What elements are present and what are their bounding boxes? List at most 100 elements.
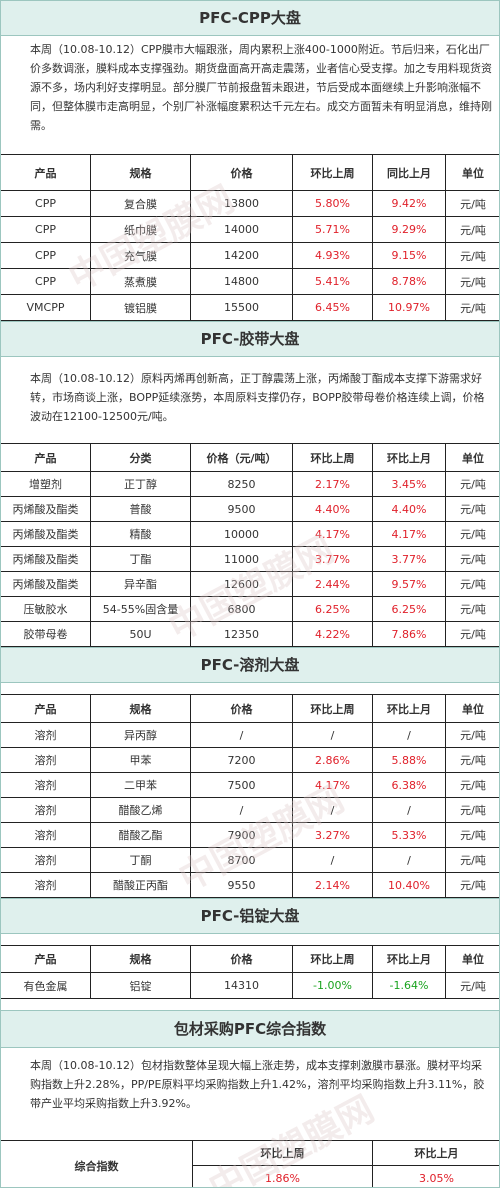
cell-wow: -1.00% <box>292 972 373 999</box>
cell-unit: 元/吨 <box>445 496 500 522</box>
tape-col-price: 价格（元/吨） <box>190 443 293 472</box>
cell-product: 溶剂 <box>0 747 91 773</box>
cell-spec: 异丙醇 <box>90 722 191 748</box>
cell-unit: 元/吨 <box>445 216 500 243</box>
cell-product: 丙烯酸及酯类 <box>0 546 91 572</box>
cell-product: 溶剂 <box>0 822 91 848</box>
solvent-col-mom: 环比上月 <box>372 694 446 723</box>
index-paragraph-text: 本周（10.08-10.12）包材指数整体呈现大幅上涨走势，成本支撑刺激膜市暴涨… <box>30 1059 485 1110</box>
cell-product: 增塑剂 <box>0 471 91 497</box>
cell-unit: 元/吨 <box>445 471 500 497</box>
cell-price: 9500 <box>190 496 293 522</box>
cell-mom: 9.29% <box>372 216 446 243</box>
cell-unit: 元/吨 <box>445 747 500 773</box>
cell-mom: / <box>372 797 446 823</box>
table-row: 溶剂 二甲苯 7500 4.17% 6.38% 元/吨 <box>0 772 500 798</box>
index-mom-value: 3.05% <box>372 1165 500 1188</box>
cell-mom: 6.38% <box>372 772 446 798</box>
table-row: CPP 充气膜 14200 4.93% 9.15% 元/吨 <box>0 242 500 269</box>
table-row: 溶剂 异丙醇 / / / 元/吨 <box>0 722 500 748</box>
cell-wow: / <box>292 722 373 748</box>
cell-mom: 4.17% <box>372 521 446 547</box>
cell-product: 胶带母卷 <box>0 621 91 647</box>
solvent-table: 产品 规格 价格 环比上周 环比上月 单位 溶剂 异丙醇 / / / 元/吨 溶剂 甲苯 720… <box>0 694 500 898</box>
cpp-col-mom: 同比上月 <box>372 154 446 191</box>
solvent-section: PFC-溶剂大盘 产品 规格 价格 环比上周 环比上月 单位 溶剂 异丙醇 / / / 元… <box>0 647 500 898</box>
cell-unit: 元/吨 <box>445 268 500 295</box>
cell-price: 14000 <box>190 216 293 243</box>
index-col-wow: 环比上周 <box>192 1140 373 1166</box>
cell-wow: 4.22% <box>292 621 373 647</box>
cell-product: CPP <box>0 190 91 217</box>
cell-wow: 5.71% <box>292 216 373 243</box>
cell-price: / <box>190 797 293 823</box>
cell-wow: 2.17% <box>292 471 373 497</box>
cell-unit: 元/吨 <box>445 797 500 823</box>
aluminum-table-body: 有色金属 铝锭 14310 -1.00% -1.64% 元/吨 <box>0 972 500 999</box>
cell-unit: 元/吨 <box>445 872 500 898</box>
cell-unit: 元/吨 <box>445 596 500 622</box>
cell-product: 溶剂 <box>0 847 91 873</box>
cell-spec: 异辛酯 <box>90 571 191 597</box>
cell-product: 溶剂 <box>0 772 91 798</box>
table-row: CPP 蒸煮膜 14800 5.41% 8.78% 元/吨 <box>0 268 500 295</box>
cell-price: 14310 <box>190 972 293 999</box>
index-col-mom: 环比上月 <box>372 1140 500 1166</box>
cell-mom: 9.15% <box>372 242 446 269</box>
table-row: 压敏胶水 54-55%固含量 6800 6.25% 6.25% 元/吨 <box>0 596 500 622</box>
cell-product: CPP <box>0 216 91 243</box>
cell-price: 13800 <box>190 190 293 217</box>
cell-mom: 4.40% <box>372 496 446 522</box>
aluminum-col-unit: 单位 <box>445 945 500 973</box>
table-row: VMCPP 镀铝膜 15500 6.45% 10.97% 元/吨 <box>0 294 500 321</box>
cell-price: 8250 <box>190 471 293 497</box>
cell-product: 有色金属 <box>0 972 91 999</box>
cell-unit: 元/吨 <box>445 621 500 647</box>
cpp-paragraph: 本周（10.08-10.12）CPP膜市大幅跟涨，周内累积上涨400-1000附… <box>0 36 500 154</box>
cell-mom: 3.77% <box>372 546 446 572</box>
cell-spec: 醋酸正丙酯 <box>90 872 191 898</box>
cell-mom: 10.97% <box>372 294 446 321</box>
cpp-section: PFC-CPP大盘 本周（10.08-10.12）CPP膜市大幅跟涨，周内累积上… <box>0 0 500 321</box>
cell-price: 10000 <box>190 521 293 547</box>
cell-spec: 丁酮 <box>90 847 191 873</box>
cell-wow: 2.44% <box>292 571 373 597</box>
tape-col-wow: 环比上周 <box>292 443 373 472</box>
cell-spec: 蒸煮膜 <box>90 268 191 295</box>
cell-product: 丙烯酸及酯类 <box>0 571 91 597</box>
cell-unit: 元/吨 <box>445 772 500 798</box>
index-wow-value: 1.86% <box>192 1165 373 1188</box>
index-header-row: 综合指数 环比上周 环比上月 <box>0 1140 500 1188</box>
cell-wow: 5.41% <box>292 268 373 295</box>
cell-mom: / <box>372 722 446 748</box>
cell-product: 溶剂 <box>0 797 91 823</box>
cell-spec: 纸巾膜 <box>90 216 191 243</box>
cell-mom: 5.33% <box>372 822 446 848</box>
cell-price: 12350 <box>190 621 293 647</box>
index-section: 包材采购PFC综合指数 本周（10.08-10.12）包材指数整体呈现大幅上涨走… <box>0 999 500 1188</box>
table-row: 溶剂 丁酮 8700// 元/吨 <box>0 847 500 873</box>
cell-price: 15500 <box>190 294 293 321</box>
solvent-col-price: 价格 <box>190 694 293 723</box>
cell-product: 压敏胶水 <box>0 596 91 622</box>
aluminum-col-spec: 规格 <box>90 945 191 973</box>
cell-spec: 50U <box>90 621 191 647</box>
cell-wow: 3.27% <box>292 822 373 848</box>
cell-wow: 6.45% <box>292 294 373 321</box>
cell-wow: 6.25% <box>292 596 373 622</box>
cpp-table-body: CPP 复合膜 13800 5.80% 9.42% 元/吨 CPP 纸巾膜 14000 5.71%… <box>0 190 500 321</box>
cell-unit: 元/吨 <box>445 546 500 572</box>
cell-mom: -1.64% <box>372 972 446 999</box>
cell-mom: 6.25% <box>372 596 446 622</box>
aluminum-title: PFC-铝锭大盘 <box>0 898 500 934</box>
cell-price: 12600 <box>190 571 293 597</box>
tape-paragraph-text: 本周（10.08-10.12）原料丙烯再创新高，正丁醇震荡上涨，丙烯酸丁酯成本支… <box>30 372 485 423</box>
cell-price: 11000 <box>190 546 293 572</box>
tape-col-product: 产品 <box>0 443 91 472</box>
cell-wow: / <box>292 847 373 873</box>
cell-price: 14200 <box>190 242 293 269</box>
cell-spec: 丁酯 <box>90 546 191 572</box>
cell-spec: 充气膜 <box>90 242 191 269</box>
cell-spec: 正丁醇 <box>90 471 191 497</box>
cell-mom: 5.88% <box>372 747 446 773</box>
